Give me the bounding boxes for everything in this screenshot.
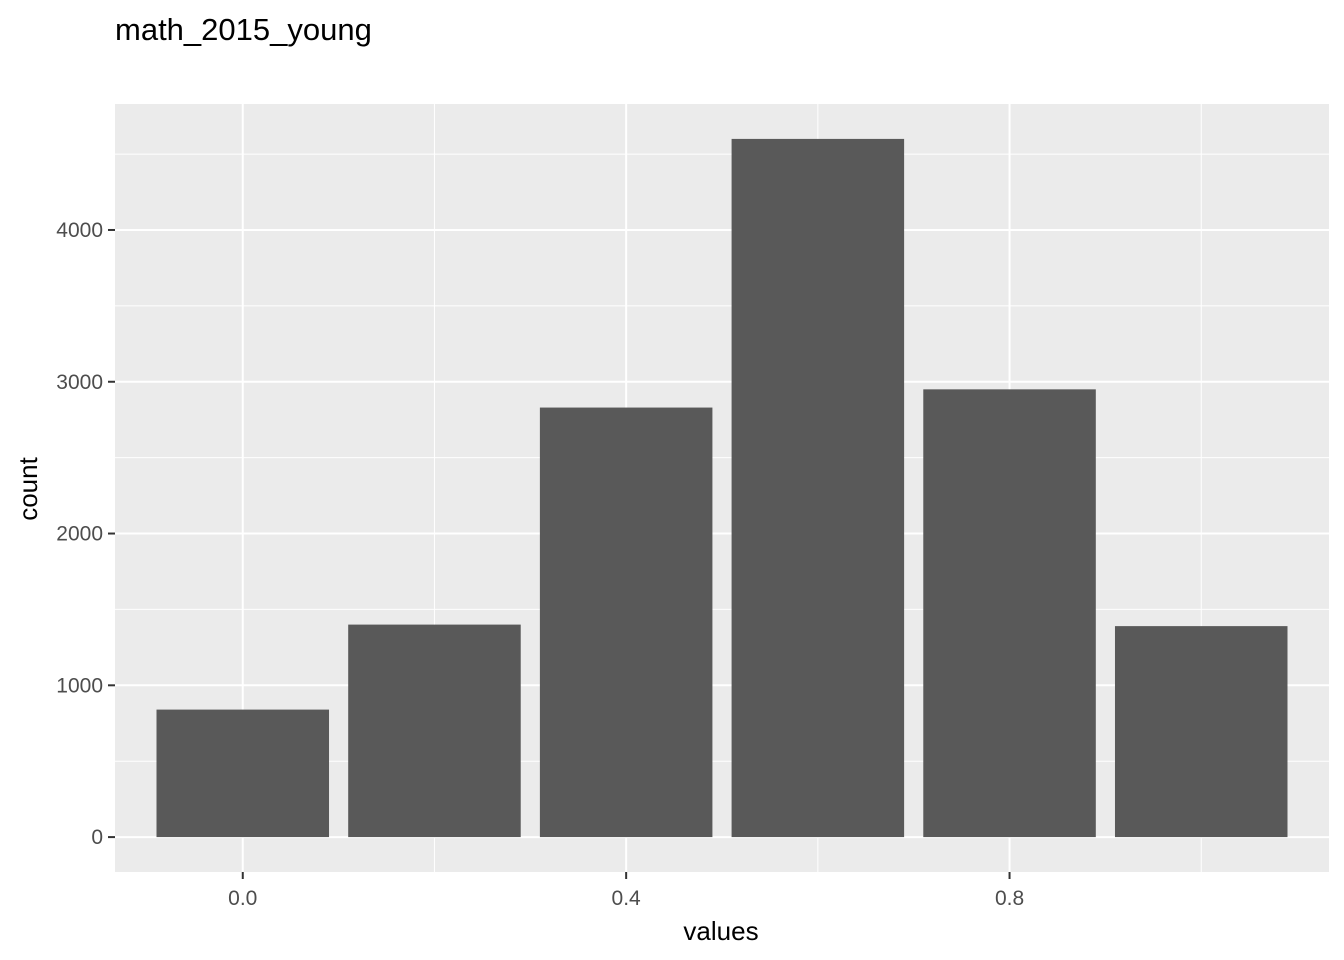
bars bbox=[156, 138, 1288, 838]
bar bbox=[1114, 626, 1288, 838]
y-tick-label: 2000 bbox=[56, 523, 103, 546]
x-tick-label: 0.4 bbox=[612, 887, 642, 910]
bar bbox=[731, 138, 905, 838]
y-tick-label: 1000 bbox=[56, 674, 103, 697]
y-tick-label: 0 bbox=[91, 826, 103, 849]
bar bbox=[539, 407, 713, 838]
x-tick-label: 0.0 bbox=[228, 887, 257, 910]
bar bbox=[348, 624, 521, 838]
x-tick-label: 0.8 bbox=[995, 887, 1024, 910]
x-axis-title: values bbox=[683, 916, 758, 946]
bar bbox=[156, 709, 330, 838]
y-axis: 0 1000 2000 3000 4000 bbox=[56, 219, 115, 849]
y-axis-title: count bbox=[13, 456, 43, 520]
chart-title: math_2015_young bbox=[115, 12, 372, 47]
y-tick-label: 3000 bbox=[56, 371, 103, 394]
bar bbox=[923, 389, 1096, 838]
y-tick-label: 4000 bbox=[56, 219, 103, 242]
x-axis: 0.0 0.4 0.8 bbox=[228, 872, 1024, 910]
